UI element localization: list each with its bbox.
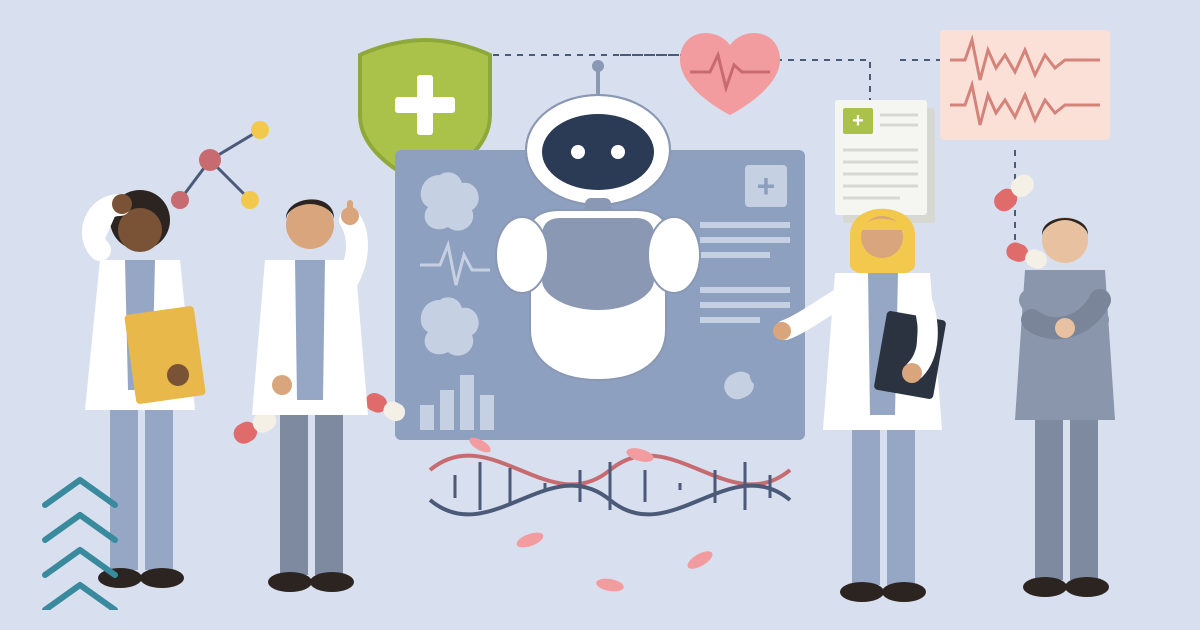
ecg-card-icon xyxy=(940,30,1110,140)
document-icon: + xyxy=(835,100,935,223)
chevron-stack-icon xyxy=(35,470,135,610)
illustration-stage: HDWEBSOFT WEB SOFTWARE SOLUTIONS xyxy=(0,0,1200,630)
svg-text:+: + xyxy=(757,168,776,204)
svg-text:+: + xyxy=(852,110,864,132)
scene-svg: + xyxy=(0,0,1200,630)
